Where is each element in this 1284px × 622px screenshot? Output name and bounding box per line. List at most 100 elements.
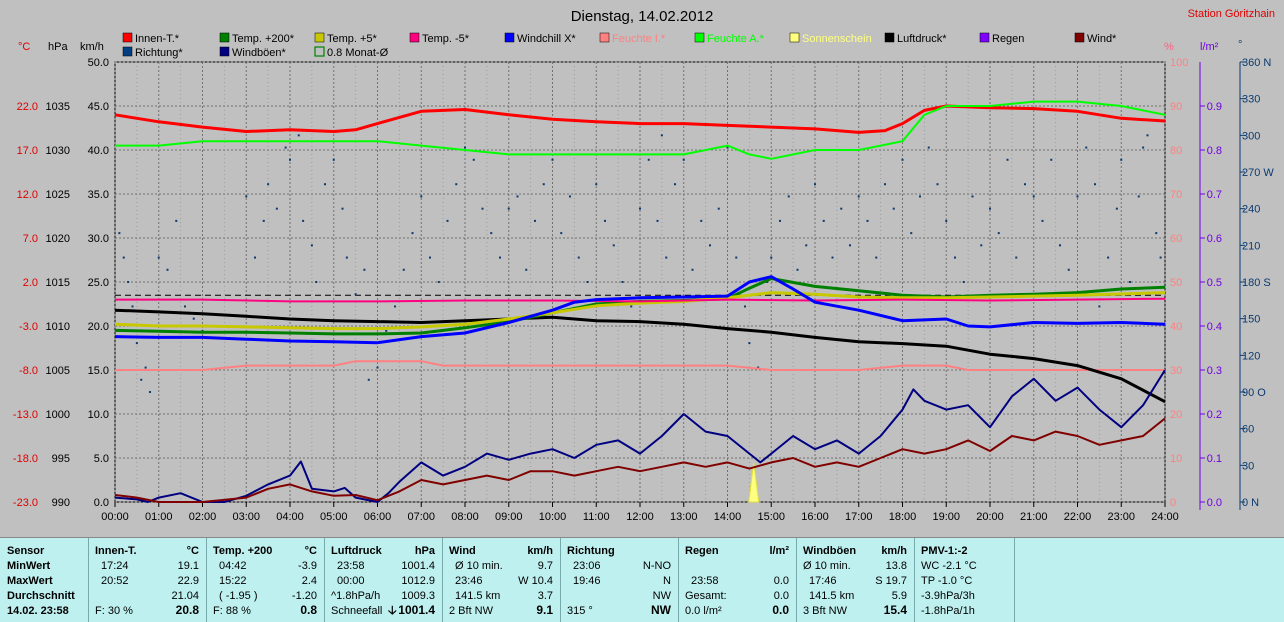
richtung-point [919, 195, 921, 198]
richtung-point [831, 256, 834, 259]
richtung-point [980, 244, 983, 247]
weather-chart: 00:00 01:00 02:00 03:00 04:00 05:00 06:00 07:00… [13, 8, 1275, 523]
pct-axis-unit: % [1164, 41, 1174, 53]
x-tick-label: 14:00 [714, 511, 742, 523]
temp-axis-tick-label: -3.0 [19, 321, 38, 333]
richtung-point [744, 305, 746, 308]
richtung-point [324, 183, 326, 186]
richtung-point [735, 256, 738, 259]
richtung-point [157, 256, 160, 259]
temp-axis-tick-label: 7.0 [23, 233, 38, 245]
legend-swatch [1074, 32, 1085, 43]
dir-axis-tick-label: 30 [1242, 460, 1254, 472]
richtung-point [796, 268, 799, 271]
legend-swatch [122, 32, 133, 43]
legend-label: Wind* [1087, 33, 1117, 45]
richtung-point [1032, 195, 1035, 198]
richtung-point [954, 256, 956, 259]
richtung-point [639, 207, 641, 210]
timestamp-label: 14.02. 23:58 [7, 605, 69, 617]
richtung-point [1006, 158, 1009, 161]
windboen-avg-label: Ø 10 min. [803, 560, 851, 572]
x-tick-label: 03:00 [232, 511, 260, 523]
x-tick-label: 10:00 [539, 511, 567, 523]
temp-axis-tick-label: -18.0 [13, 453, 38, 465]
dir-axis-tick-label: 330 [1242, 94, 1260, 106]
richtung-point [814, 183, 816, 186]
richtung-point [822, 219, 825, 222]
richtung-point [621, 281, 624, 283]
richtung-point [284, 146, 287, 149]
kmh-axis-tick-label: 50.0 [88, 57, 109, 69]
rain-axis-tick-label: 0.9 [1207, 101, 1222, 113]
rain-axis-tick-label: 0.5 [1207, 277, 1222, 289]
pmv-column: PMV-1:-2 WC -2.1 °C TP -1.0 °C -3.9hPa/3… [914, 538, 1015, 622]
x-tick-label: 12:00 [626, 511, 654, 523]
x-tick-label: 07:00 [407, 511, 435, 523]
richtung-point [586, 281, 589, 283]
kmh-axis-tick-label: 10.0 [88, 409, 109, 421]
richtung-point [184, 305, 186, 308]
richtung-point [971, 195, 974, 198]
richtung-point [131, 305, 134, 308]
richtung-point [516, 195, 519, 198]
richtung-point [144, 366, 147, 369]
richtung-point [884, 183, 886, 186]
temp-axis-tick-label: -13.0 [13, 409, 38, 421]
wind-distance: 141.5 km [455, 590, 501, 602]
richtung-point [354, 293, 357, 296]
hpa-axis-tick-label: 995 [52, 453, 70, 465]
richtung-point [315, 281, 318, 283]
kmh-axis-tick-label: 15.0 [88, 365, 109, 377]
luftdruck-min-value: 1001.4 [401, 560, 435, 572]
x-tick-label: 09:00 [495, 511, 523, 523]
windboen-current: 15.4 [883, 603, 907, 617]
temp-axis-tick-label: 12.0 [17, 189, 38, 201]
kmh-axis-tick-label: 40.0 [88, 145, 109, 157]
richtung-min-value: N-NO [642, 560, 671, 572]
windboen-distance: 141.5 km [809, 590, 855, 602]
legend-swatch [504, 32, 515, 43]
legend-label: Feuchte I.* [612, 33, 666, 45]
wind-current: 9.1 [536, 603, 553, 617]
richtung-point [757, 366, 760, 369]
innen-t-unit: °C [186, 545, 199, 557]
down-arrow-icon: 🡣 [388, 603, 397, 617]
temp-axis-tick-label: -23.0 [13, 497, 38, 509]
richtung-point [464, 146, 466, 149]
pct-axis-tick-label: 50 [1170, 277, 1182, 289]
durchschnitt-label: Durchschnitt [7, 590, 75, 602]
richtung-point [1159, 256, 1162, 259]
temp200-header: Temp. +200 [213, 545, 273, 557]
kmh-axis-tick-label: 45.0 [88, 101, 109, 113]
x-tick-label: 02:00 [189, 511, 217, 523]
richtung-point [1137, 195, 1140, 198]
richtung-point [297, 134, 300, 137]
luftdruck-max-time: 00:00 [337, 575, 365, 587]
temp200-min-time: 04:42 [219, 560, 247, 572]
richtung-point [647, 158, 650, 161]
temp-axis-tick-label: 17.0 [17, 145, 38, 157]
richtung-point [1120, 158, 1123, 161]
richtung-point [700, 219, 703, 222]
x-tick-label: 06:00 [364, 511, 392, 523]
richtung-point [385, 329, 388, 332]
dir-axis-tick-label: 270 W [1242, 167, 1274, 179]
richtung-point [770, 256, 773, 259]
series-line-windb-en [114, 369, 1166, 503]
richtung-point [166, 268, 169, 271]
sunshine-peak [748, 462, 760, 503]
legend-swatch [122, 46, 133, 57]
richtung-point [560, 232, 563, 235]
richtung-point [717, 207, 720, 210]
hpa-axis-tick-label: 1025 [46, 189, 70, 201]
x-tick-label: 24:00 [1151, 511, 1179, 523]
legend-label: Regen [992, 33, 1024, 45]
rain-axis-unit: l/m² [1200, 41, 1219, 53]
x-tick-label: 21:00 [1020, 511, 1048, 523]
richtung-point [577, 256, 580, 259]
hpa-axis-tick-label: 1000 [46, 409, 70, 421]
innen-t-max-time: 20:52 [101, 575, 129, 587]
legend-label: Windchill X* [517, 33, 576, 45]
windboen-unit: km/h [881, 545, 907, 557]
